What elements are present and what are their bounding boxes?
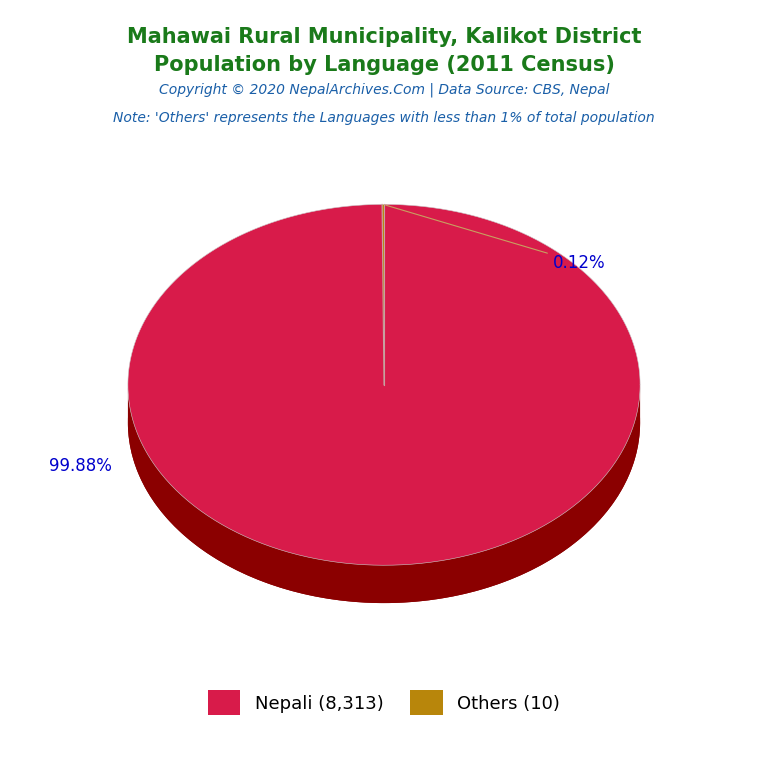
Text: Population by Language (2011 Census): Population by Language (2011 Census) xyxy=(154,55,614,75)
Text: Note: 'Others' represents the Languages with less than 1% of total population: Note: 'Others' represents the Languages … xyxy=(113,111,655,125)
Polygon shape xyxy=(382,204,384,385)
Ellipse shape xyxy=(128,242,640,603)
Polygon shape xyxy=(128,204,640,565)
Text: 0.12%: 0.12% xyxy=(386,205,605,272)
Text: Mahawai Rural Municipality, Kalikot District: Mahawai Rural Municipality, Kalikot Dist… xyxy=(127,27,641,47)
Text: Copyright © 2020 NepalArchives.Com | Data Source: CBS, Nepal: Copyright © 2020 NepalArchives.Com | Dat… xyxy=(159,82,609,97)
Legend: Nepali (8,313), Others (10): Nepali (8,313), Others (10) xyxy=(207,690,561,716)
Text: 99.88%: 99.88% xyxy=(49,457,112,475)
Polygon shape xyxy=(128,386,640,603)
